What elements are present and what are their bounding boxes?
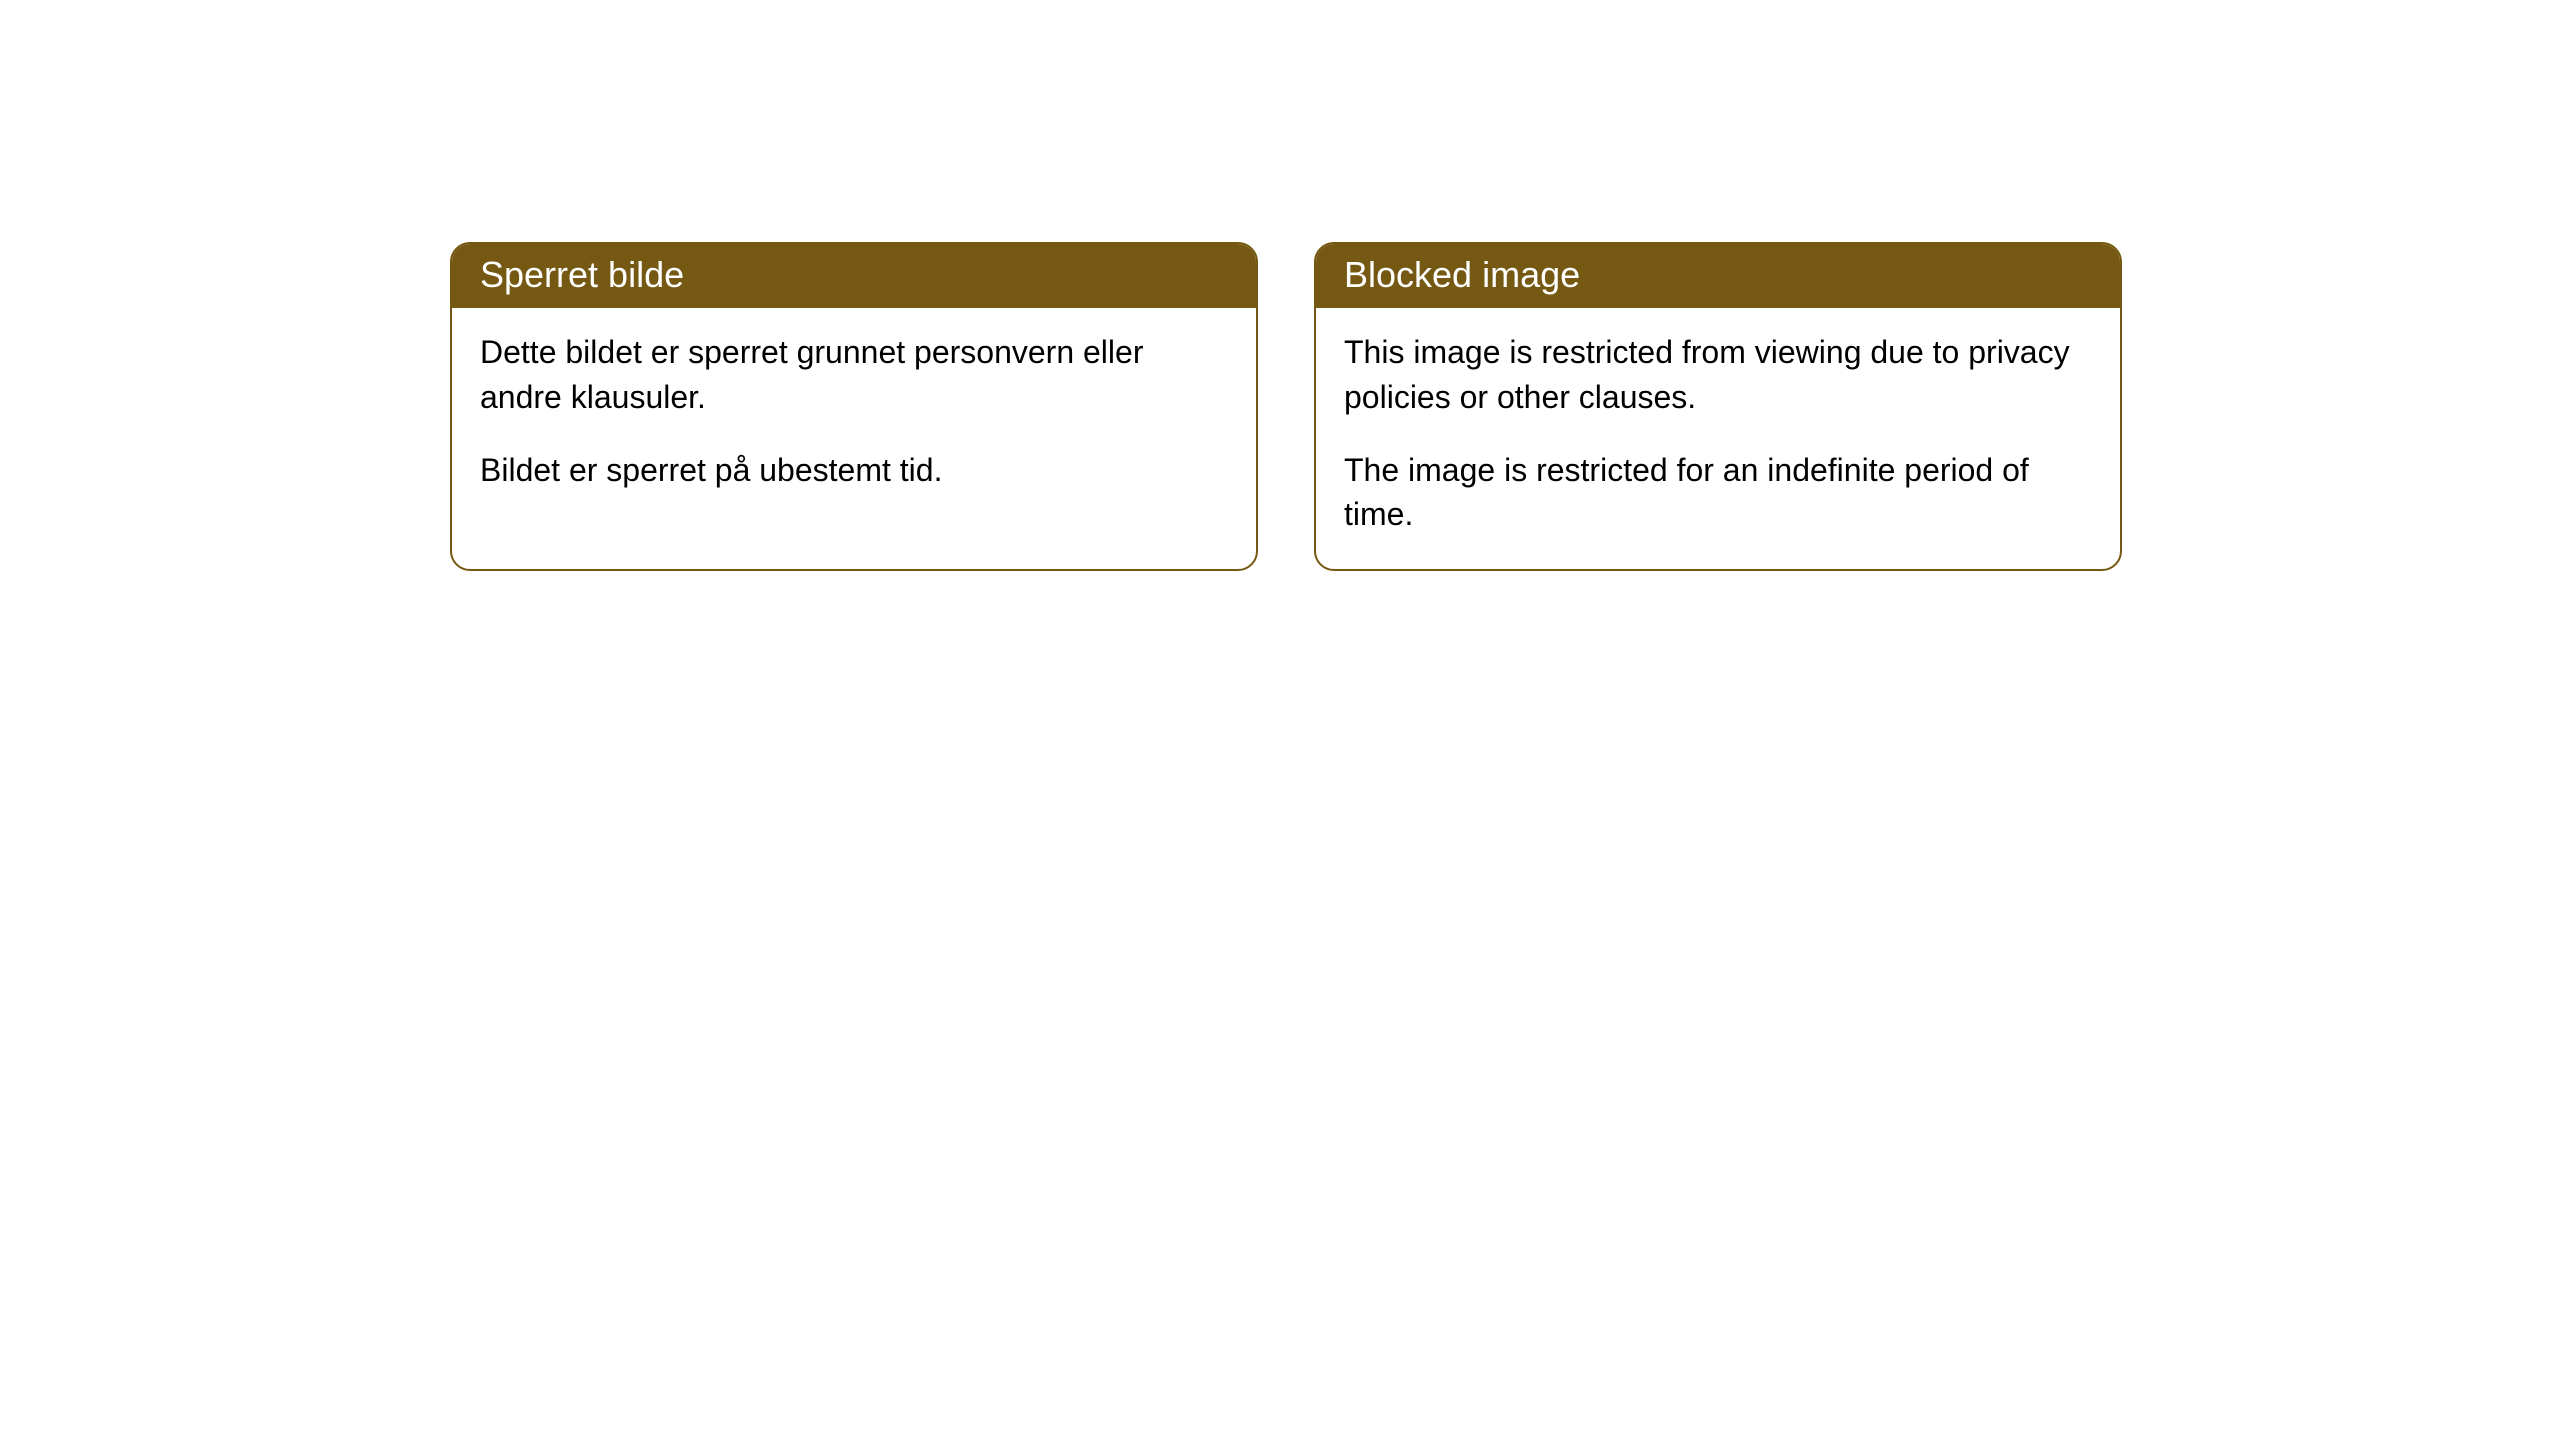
blocked-image-card-norwegian: Sperret bilde Dette bildet er sperret gr… xyxy=(450,242,1258,571)
card-paragraph: The image is restricted for an indefinit… xyxy=(1344,448,2092,538)
notice-cards-container: Sperret bilde Dette bildet er sperret gr… xyxy=(450,242,2122,571)
card-body: Dette bildet er sperret grunnet personve… xyxy=(452,308,1256,524)
card-paragraph: Bildet er sperret på ubestemt tid. xyxy=(480,448,1228,493)
card-title: Blocked image xyxy=(1316,244,2120,308)
card-paragraph: Dette bildet er sperret grunnet personve… xyxy=(480,330,1228,420)
card-body: This image is restricted from viewing du… xyxy=(1316,308,2120,569)
card-title: Sperret bilde xyxy=(452,244,1256,308)
blocked-image-card-english: Blocked image This image is restricted f… xyxy=(1314,242,2122,571)
card-paragraph: This image is restricted from viewing du… xyxy=(1344,330,2092,420)
